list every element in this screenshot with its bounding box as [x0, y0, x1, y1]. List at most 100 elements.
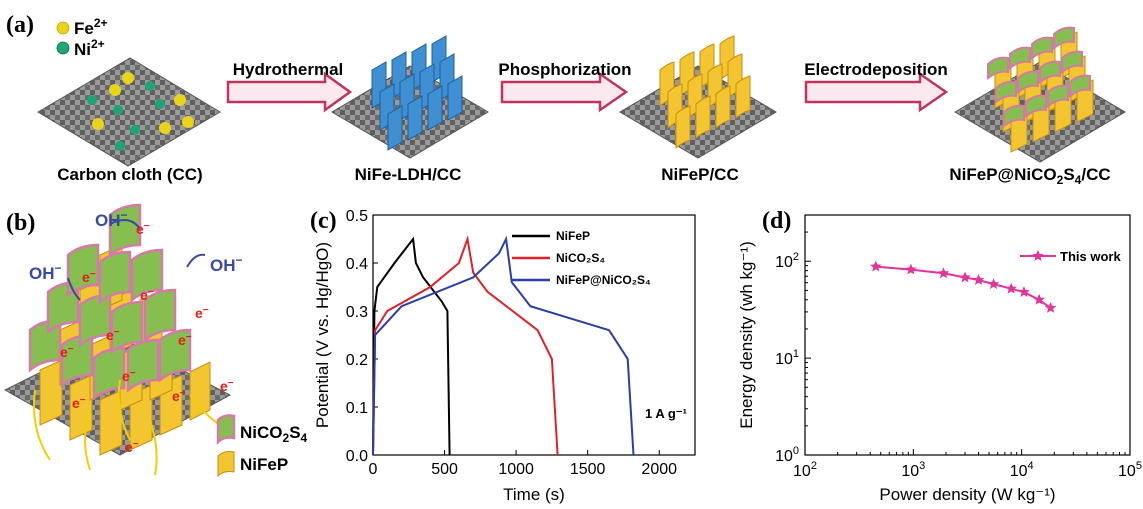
ni-ion-dot	[87, 95, 97, 105]
electron-labels: e− e− e− e− e− e− e− e− e− e− e− e−	[60, 221, 234, 455]
ion-legend: Fe2+ Ni2+	[56, 16, 108, 59]
y-tick-label: 102	[775, 251, 799, 271]
electron-label: e−	[140, 287, 154, 303]
data-point	[905, 263, 917, 275]
legend-nifep: NiFeP	[240, 455, 288, 474]
x-tick-label: 1500	[570, 461, 606, 478]
nife-ldh-illustration	[331, 35, 489, 159]
oh-label: OH−	[210, 253, 243, 275]
y-tick-label: 100	[775, 445, 799, 465]
electron-flow-arrows	[33, 379, 221, 476]
electron-label: e−	[136, 221, 150, 237]
fe-ion-label: Fe2+	[74, 16, 108, 38]
data-point	[1018, 286, 1030, 297]
fe-ion-dot	[159, 122, 171, 134]
yellow-sheet-icon	[217, 451, 235, 478]
panel-c: (c) 0 500 1000 1500 2000 0.0 0.1 0.2 0.3 0.4 0.5 Ti…	[310, 208, 696, 504]
series-line	[372, 236, 451, 456]
ni-ion-dot	[113, 105, 123, 115]
y-tick-label: 101	[775, 348, 799, 368]
panel-d: (d) 102 103 104 105 100 101 102 Power density (…	[737, 208, 1142, 504]
arrow-hydrothermal: Hydrothermal	[226, 60, 353, 113]
yellow-dot-icon	[56, 21, 70, 35]
data-point	[937, 267, 950, 279]
panel-a: (a) Fe2+ Ni2+ Carbon cloth (CC)	[6, 12, 1126, 187]
y-tick-label: 0.0	[346, 448, 368, 465]
plot-frame	[804, 214, 1131, 456]
data-point	[870, 260, 882, 272]
panel-b-label: (b)	[6, 210, 35, 236]
step-phosphorization-label: Phosphorization	[498, 60, 631, 79]
arrow-electrodeposition: Electrodeposition	[804, 60, 949, 113]
y-axis-label: Energy density (wh kg⁻¹)	[737, 241, 756, 429]
oh-label: OH−	[95, 208, 128, 230]
fe-ion-dot	[92, 118, 104, 130]
x-tick-label: 103	[901, 460, 925, 480]
series-line	[372, 235, 635, 456]
caption-composite: NiFeP@NiCO2S4/CC	[949, 165, 1110, 187]
y-tick-label: 0.3	[346, 304, 368, 321]
oh-flow-arrows	[67, 219, 206, 301]
y-tick-label: 0.4	[346, 256, 368, 273]
electron-label: e−	[195, 305, 209, 321]
x-tick-label: 104	[1010, 460, 1034, 480]
electron-label: e−	[60, 344, 74, 360]
y-tick-label: 0.2	[346, 352, 368, 369]
x-tick-label: 105	[1118, 460, 1142, 480]
panel-d-label: (d)	[762, 208, 791, 234]
composite-illustration	[954, 26, 1126, 163]
fe-ion-dot	[122, 72, 134, 84]
caption-carbon-cloth: Carbon cloth (CC)	[57, 165, 202, 184]
oh-label: OH−	[29, 261, 62, 283]
series-line	[875, 265, 1052, 309]
x-tick-label: 2000	[641, 461, 677, 478]
gcd-chart: 0 500 1000 1500 2000 0.0 0.1 0.2 0.3 0.4 0.5 Time (…	[313, 208, 696, 504]
green-sheet-icon	[216, 414, 236, 446]
electron-label: e−	[220, 378, 234, 394]
data-point	[1033, 293, 1045, 305]
x-axis-label: Time (s)	[503, 485, 565, 504]
legend-nico2s4: NiCO2S4	[240, 423, 308, 445]
x-tick-label: 1000	[498, 461, 534, 478]
x-tick-label: 500	[431, 461, 458, 478]
y-tick-label: 0.5	[346, 208, 368, 225]
panel-a-label: (a)	[6, 12, 34, 38]
ni-ion-dot	[145, 81, 155, 91]
ragone-chart: 102 103 104 105 100 101 102 Power density (W kg…	[737, 214, 1142, 504]
ni-ion-label: Ni2+	[74, 37, 105, 59]
fe-ion-dot	[182, 116, 194, 128]
nico2s4-sheets	[28, 203, 192, 401]
electron-label: e−	[122, 368, 136, 384]
data-point	[987, 278, 1000, 289]
current-density-annotation: 1 A g⁻¹	[645, 406, 687, 421]
plot-frame	[372, 214, 696, 456]
nifep-illustration	[619, 35, 777, 159]
x-axis-label: Power density (W kg⁻¹)	[879, 485, 1055, 504]
electron-label: e−	[172, 388, 186, 404]
x-tick-label: 0	[369, 461, 378, 478]
ni-ion-dot	[155, 99, 165, 109]
legend-star-icon	[1032, 250, 1044, 261]
data-point	[1005, 282, 1017, 294]
electron-label: e−	[72, 395, 86, 411]
electron-label: e−	[82, 269, 96, 285]
data-point	[972, 274, 985, 285]
fe-ion-dot	[109, 84, 121, 96]
panel-b-legend: NiCO2S4 NiFeP	[216, 414, 308, 478]
panel-b: (b) OH− OH− OH−	[3, 203, 308, 478]
step-electrodeposition-label: Electrodeposition	[804, 60, 948, 79]
carbon-cloth-illustration	[37, 57, 221, 167]
y-axis-label: Potential (V vs. Hg/HgO)	[313, 242, 332, 428]
step-hydrothermal-label: Hydrothermal	[233, 60, 344, 79]
legend-label: NiFeP	[556, 229, 590, 243]
electron-label: e−	[125, 439, 139, 455]
caption-nifep: NiFeP/CC	[661, 165, 738, 184]
x-tick-label: 102	[793, 460, 817, 480]
ni-ion-dot	[115, 141, 125, 151]
panel-c-label: (c)	[310, 208, 337, 234]
y-tick-label: 0.1	[346, 400, 368, 417]
legend-label: This work	[1060, 249, 1121, 264]
electron-label: e−	[178, 332, 192, 348]
green-dot-icon	[56, 41, 70, 55]
data-point	[1044, 301, 1057, 313]
